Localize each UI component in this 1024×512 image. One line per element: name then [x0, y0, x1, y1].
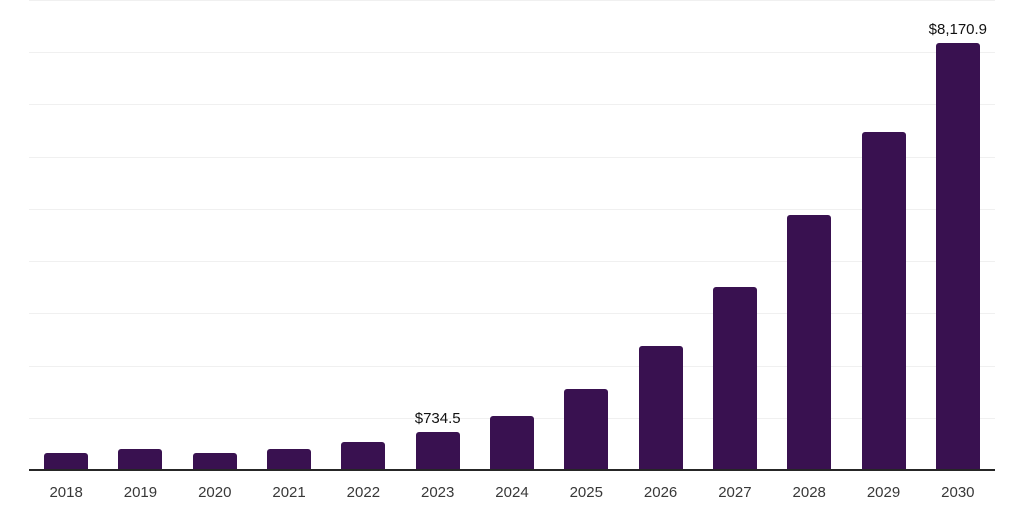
bar-2019: [118, 448, 163, 470]
x-tick-2027: 2027: [718, 484, 752, 501]
bar-2018: [44, 452, 89, 470]
gridline: [29, 313, 995, 315]
x-tick-2028: 2028: [792, 484, 826, 501]
x-tick-2019: 2019: [123, 484, 158, 501]
x-tick-2022: 2022: [346, 484, 381, 501]
x-axis-line: [29, 469, 995, 471]
bar-2028: [787, 214, 832, 470]
gridline: [29, 261, 995, 263]
x-tick-2021: 2021: [272, 484, 306, 501]
plot-area: $734.5 $8,170.9: [29, 0, 995, 471]
x-tick-2025: 2025: [569, 484, 603, 501]
bar-value-label-2023: $734.5: [414, 409, 461, 427]
gridline: [29, 104, 995, 106]
bar-2024: [490, 416, 534, 470]
x-tick-2020: 2020: [198, 484, 232, 501]
bar-2023: [415, 431, 460, 470]
bar-2021: [267, 449, 312, 470]
bar-2029: [861, 132, 906, 470]
x-tick-2030: 2030: [941, 484, 975, 501]
x-tick-2018: 2018: [49, 484, 83, 501]
gridline: [29, 365, 995, 367]
x-tick-2024: 2024: [495, 484, 529, 501]
gridline: [29, 156, 995, 158]
gridline: [29, 0, 995, 1]
x-tick-2023: 2023: [420, 484, 455, 501]
x-tick-2029: 2029: [866, 484, 901, 501]
bar-2030: [935, 43, 980, 470]
bar-2020: [192, 453, 237, 470]
bar-2026: [638, 345, 683, 470]
bar-2027: [712, 286, 757, 470]
gridline: [29, 52, 995, 54]
x-tick-2026: 2026: [643, 484, 678, 501]
bar-2022: [341, 442, 386, 470]
bar-value-label-2030: $8,170.9: [928, 21, 988, 39]
gridline: [29, 208, 995, 210]
bar-2025: [564, 389, 609, 470]
